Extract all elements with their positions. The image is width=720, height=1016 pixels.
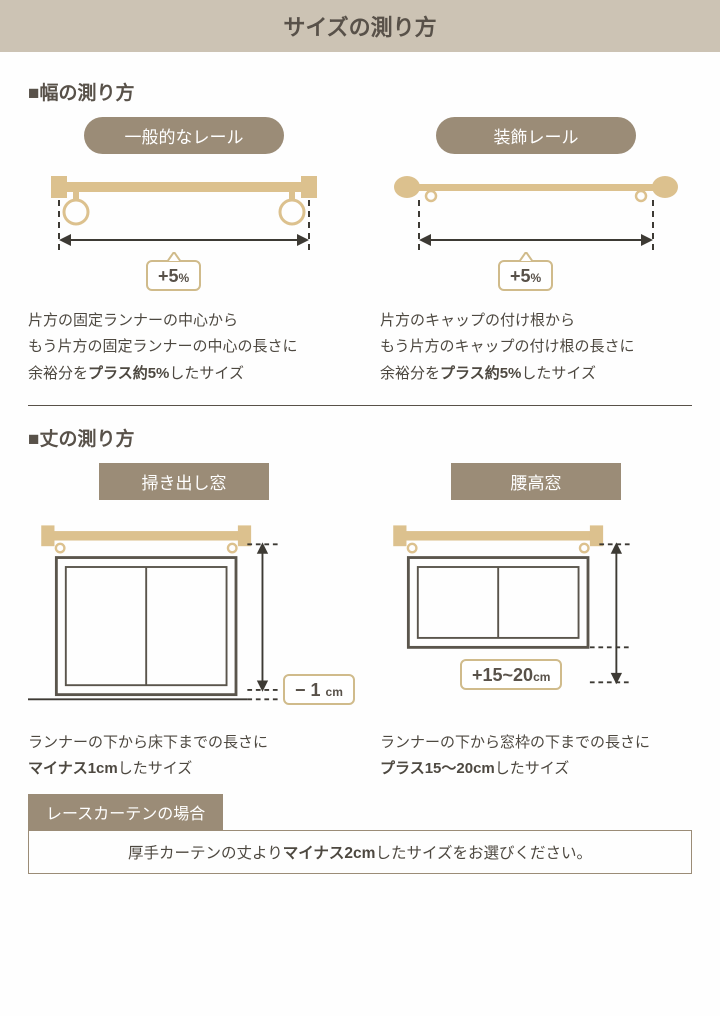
badge-unit: cm [533,670,550,684]
caption-line: もう片方のキャップの付け根の長さに [380,338,635,355]
diagram-floor-window: − 1 cm [28,514,340,724]
lace-bold: マイナス2cm [283,845,376,862]
main-title: サイズの測り方 [0,0,720,52]
badge-plus5-left: +5% [146,260,201,291]
badge-tab-icon [167,252,181,262]
width-row: 一般的なレール [28,117,692,387]
badge-minus1: − 1 cm [283,674,355,705]
badge-value: +5 [158,266,179,286]
caption-line: したサイズ [495,760,570,777]
badge-value: − 1 [295,680,321,700]
divider [28,405,692,406]
height-col-floor: 掃き出し窓 [28,463,340,783]
width-col-decorative: 装飾レール [380,117,692,387]
caption-bold: プラス15〜20cm [380,760,495,777]
diagram-waist-window: +15~20cm [380,514,692,724]
caption-line: 片方の固定ランナーの中心から [28,312,238,329]
caption-line: したサイズ [521,365,596,382]
caption-line: もう片方の固定ランナーの中心の長さに [28,338,298,355]
pill-waist-window: 腰高窓 [451,463,621,500]
badge-unit: % [531,271,542,285]
pill-decorative-rail: 装飾レール [436,117,636,154]
height-heading: ■丈の測り方 [28,424,692,451]
caption-line: ランナーの下から窓枠の下までの長さに [380,734,650,751]
lace-text: したサイズをお選びください。 [375,845,592,862]
width-col-standard: 一般的なレール [28,117,340,387]
caption-line: ランナーの下から床下までの長さに [28,734,268,751]
caption-standard: 片方の固定ランナーの中心から もう片方の固定ランナーの中心の長さに 余裕分をプラ… [28,308,340,387]
badge-unit: cm [326,685,343,699]
badge-plus5-right: +5% [498,260,553,291]
caption-floor: ランナーの下から床下までの長さに マイナス1cmしたサイズ [28,730,340,783]
pill-standard-rail: 一般的なレール [84,117,284,154]
lace-text: 厚手カーテンの丈より [128,845,283,862]
badge-plus15-20: +15~20cm [460,659,562,690]
caption-bold: プラス約5% [88,365,169,382]
diagram-decorative-rail: +5% [380,172,692,302]
pill-floor-window: 掃き出し窓 [99,463,269,500]
height-row: 掃き出し窓 [28,463,692,783]
caption-line: 余裕分を [28,365,88,382]
caption-line: 片方のキャップの付け根から [380,312,575,329]
caption-line: したサイズ [118,760,193,777]
lace-header: レースカーテンの場合 [28,794,223,830]
badge-value: +15~20 [472,665,533,685]
badge-tab-icon [519,252,533,262]
height-col-waist: 腰高窓 [380,463,692,783]
caption-bold: マイナス1cm [28,760,118,777]
caption-bold: プラス約5% [440,365,521,382]
badge-value: +5 [510,266,531,286]
caption-decorative: 片方のキャップの付け根から もう片方のキャップの付け根の長さに 余裕分をプラス約… [380,308,692,387]
diagram-standard-rail: +5% [28,172,340,302]
lace-body: 厚手カーテンの丈よりマイナス2cmしたサイズをお選びください。 [28,830,692,874]
caption-line: したサイズ [169,365,244,382]
caption-waist: ランナーの下から窓枠の下までの長さに プラス15〜20cmしたサイズ [380,730,692,783]
content-area: ■幅の測り方 一般的なレール [0,52,720,892]
badge-unit: % [179,271,190,285]
caption-line: 余裕分を [380,365,440,382]
width-heading: ■幅の測り方 [28,78,692,105]
